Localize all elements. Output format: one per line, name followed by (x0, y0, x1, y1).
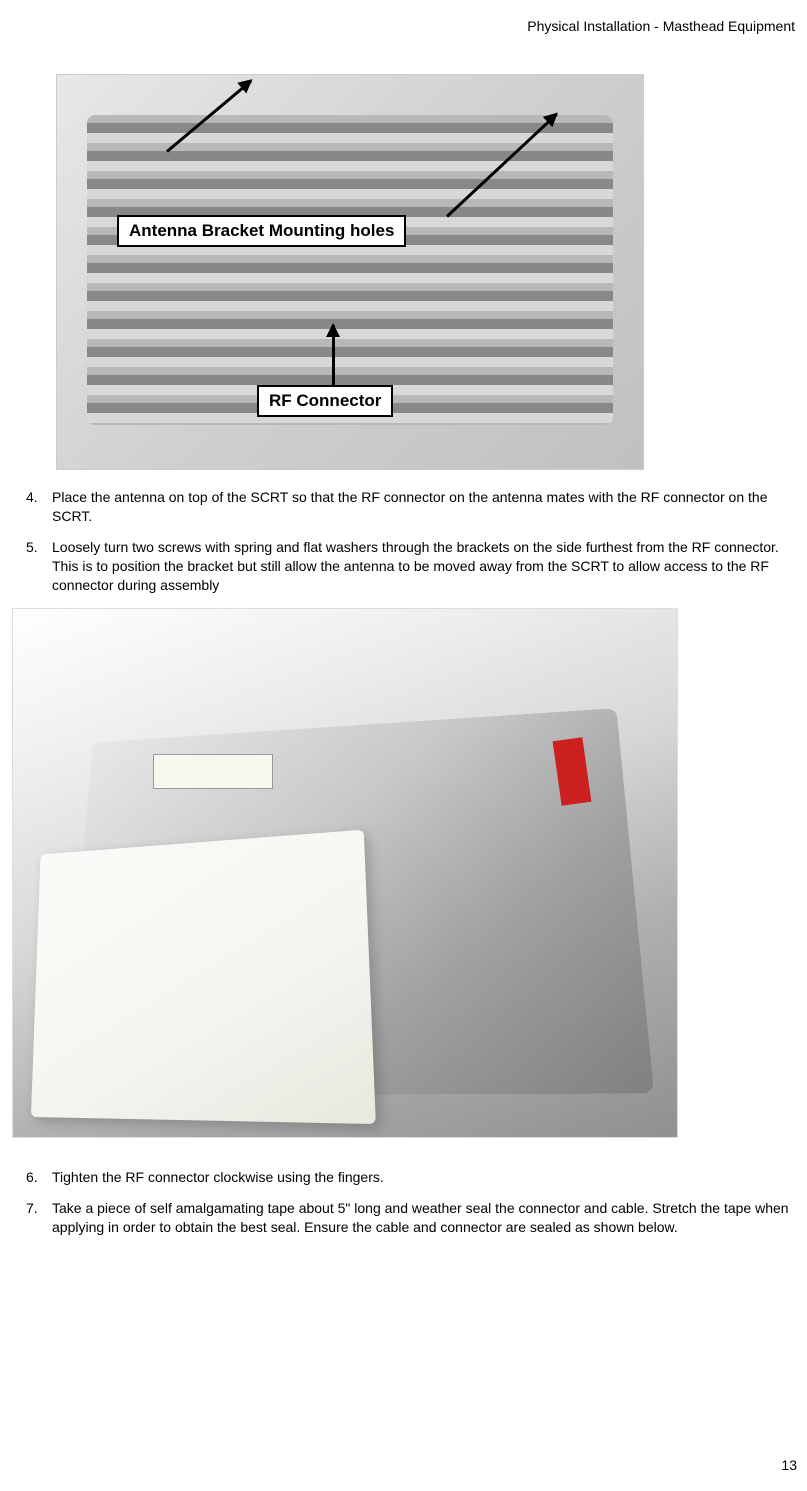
instruction-number: 4. (22, 488, 52, 526)
page-header: Physical Installation - Masthead Equipme… (10, 18, 797, 34)
antenna-bracket-label: Antenna Bracket Mounting holes (117, 215, 406, 247)
instruction-text: Place the antenna on top of the SCRT so … (52, 488, 797, 526)
instruction-number: 6. (22, 1168, 52, 1187)
instructions-block-1: 4. Place the antenna on top of the SCRT … (10, 488, 797, 594)
instruction-number: 5. (22, 538, 52, 595)
instruction-item: 7. Take a piece of self amalgamating tap… (22, 1199, 797, 1237)
figure-antenna-assembly (12, 608, 678, 1138)
instruction-number: 7. (22, 1199, 52, 1237)
rf-connector-label: RF Connector (257, 385, 393, 417)
instruction-item: 6. Tighten the RF connector clockwise us… (22, 1168, 797, 1187)
header-title: Physical Installation - Masthead Equipme… (527, 18, 795, 34)
device-serial-label (153, 754, 273, 789)
instruction-text: Take a piece of self amalgamating tape a… (52, 1199, 797, 1237)
arrow-up-icon (332, 325, 335, 385)
figure-scrt-connectors: Antenna Bracket Mounting holes RF Connec… (56, 74, 644, 470)
instruction-item: 4. Place the antenna on top of the SCRT … (22, 488, 797, 526)
device-heatsink-fins (87, 115, 613, 425)
instructions-block-2: 6. Tighten the RF connector clockwise us… (10, 1168, 797, 1237)
instruction-item: 5. Loosely turn two screws with spring a… (22, 538, 797, 595)
instruction-text: Loosely turn two screws with spring and … (52, 538, 797, 595)
instruction-text: Tighten the RF connector clockwise using… (52, 1168, 797, 1187)
antenna-panel (31, 830, 376, 1124)
page-number: 13 (781, 1457, 797, 1473)
